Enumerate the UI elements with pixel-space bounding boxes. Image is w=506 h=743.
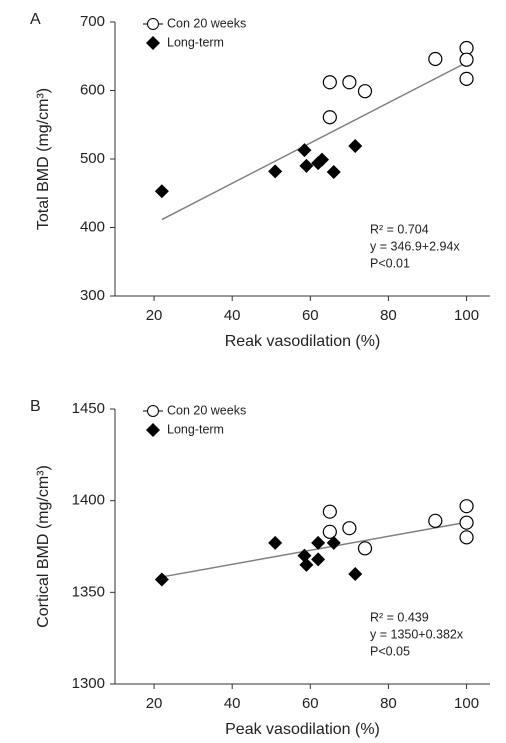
- y-tick-label: 700: [80, 13, 105, 30]
- circle-point: [322, 75, 337, 90]
- circle-point: [459, 515, 474, 530]
- diamond-point: [311, 552, 326, 567]
- diamond-point: [326, 165, 341, 180]
- legend-label: Con 20 weeks: [167, 403, 246, 417]
- trend-line: [161, 61, 467, 221]
- diamond-point: [154, 572, 169, 587]
- circle-point: [428, 513, 443, 528]
- circle-point: [459, 71, 474, 86]
- diamond-point: [348, 138, 363, 153]
- x-axis-label: Reak vasodilation (%): [225, 333, 381, 350]
- y-axis-label: Total BMD (mg/cm³): [35, 88, 52, 230]
- x-tick-label: 100: [454, 695, 479, 712]
- x-tick-label: 80: [380, 695, 397, 712]
- legend-marker: [146, 423, 160, 437]
- annotation: P<0.01: [370, 256, 410, 270]
- annotation: y = 1350+0.382x: [370, 627, 464, 641]
- y-tick-label: 300: [80, 287, 105, 304]
- y-tick-label: 500: [80, 150, 105, 167]
- x-tick-label: 60: [302, 695, 319, 712]
- y-tick-label: 600: [80, 81, 105, 98]
- diamond-point: [268, 535, 283, 550]
- x-axis-label: Peak vasodilation (%): [225, 721, 380, 738]
- circle-point: [459, 52, 474, 67]
- x-tick-label: 80: [380, 307, 397, 324]
- annotation: y = 346.9+2.94x: [370, 239, 460, 253]
- annotation: R² = 0.704: [370, 222, 429, 236]
- circle-point: [459, 499, 474, 514]
- circle-point: [428, 51, 443, 67]
- diamond-point: [297, 548, 312, 563]
- diamond-point: [326, 535, 341, 550]
- annotation: P<0.05: [370, 644, 410, 658]
- legend-label: Long-term: [167, 422, 224, 436]
- legend-marker: [146, 36, 160, 50]
- y-tick-label: 400: [80, 218, 105, 235]
- y-tick-label: 1350: [72, 583, 105, 600]
- diamond-point: [154, 184, 169, 199]
- diamond-point: [268, 164, 283, 179]
- panel-label: A: [30, 11, 41, 28]
- y-axis-label: Cortical BMD (mg/cm³): [35, 465, 52, 628]
- y-tick-label: 1450: [72, 400, 105, 417]
- y-tick-label: 1400: [72, 492, 105, 509]
- circle-point: [459, 530, 474, 545]
- trend-line: [161, 521, 467, 578]
- annotation: R² = 0.439: [370, 610, 429, 624]
- y-tick-label: 1300: [72, 675, 105, 692]
- diamond-point: [299, 158, 314, 173]
- diamond-point: [348, 567, 363, 581]
- diamond-point: [311, 535, 326, 550]
- circle-point: [342, 75, 357, 90]
- circle-point: [357, 541, 373, 556]
- circle-point: [357, 84, 373, 99]
- diamond-point: [299, 557, 314, 572]
- circle-point: [322, 524, 337, 539]
- diamond-point: [315, 152, 330, 167]
- x-tick-label: 20: [146, 307, 163, 324]
- legend-marker: [147, 405, 159, 417]
- x-tick-label: 40: [224, 307, 241, 324]
- circle-point: [342, 521, 357, 536]
- diamond-point: [297, 143, 312, 158]
- x-tick-label: 100: [454, 307, 479, 324]
- x-tick-label: 40: [224, 695, 241, 712]
- x-tick-label: 60: [302, 307, 319, 324]
- circle-point: [322, 504, 337, 519]
- legend-label: Long-term: [167, 35, 224, 49]
- legend-label: Con 20 weeks: [167, 16, 246, 30]
- circle-point: [322, 110, 337, 125]
- panel-label: B: [30, 398, 41, 415]
- x-tick-label: 20: [146, 695, 163, 712]
- legend-marker: [147, 18, 159, 30]
